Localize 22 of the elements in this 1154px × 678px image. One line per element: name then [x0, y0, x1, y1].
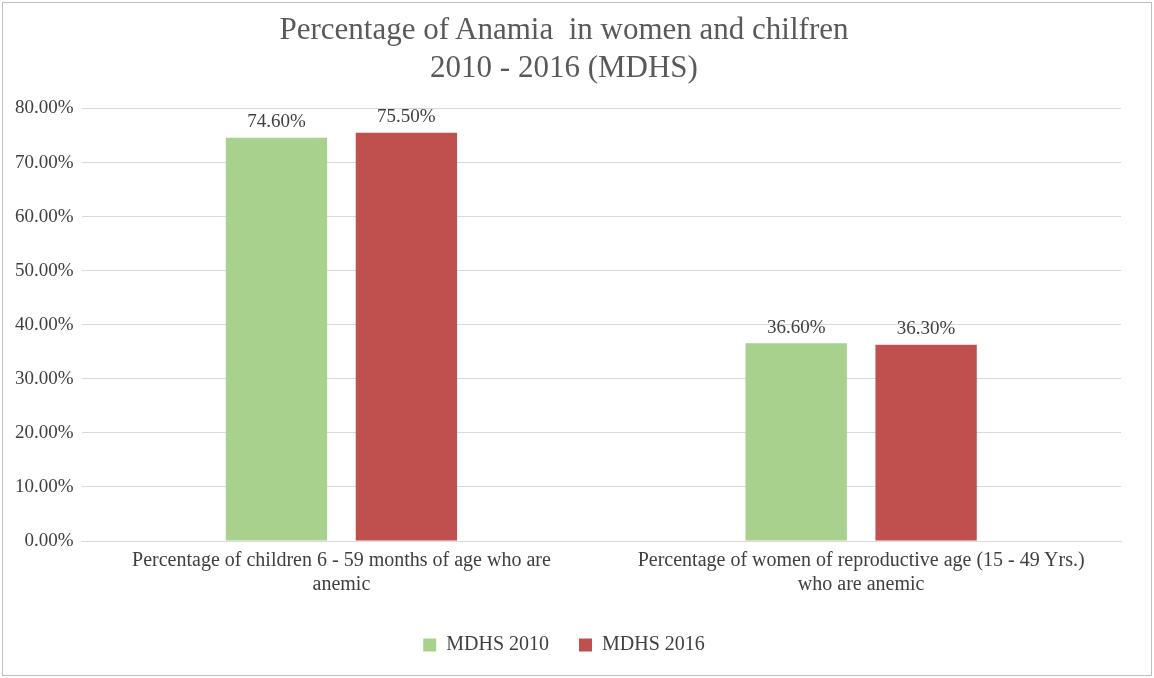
data-label: 36.30%	[896, 317, 956, 339]
bar	[745, 343, 847, 541]
bar	[225, 137, 328, 541]
y-tick-label: 0.00%	[24, 528, 74, 550]
y-tick-label: 50.00%	[15, 258, 74, 280]
y-tick-label: 60.00%	[15, 204, 74, 226]
y-tick-label: 30.00%	[15, 366, 74, 388]
y-tick-label: 20.00%	[15, 420, 74, 442]
chart-title: Percentage of Anamia in women and chilfren 2010 - 2016 (MDHS)	[279, 10, 849, 85]
bar	[875, 344, 977, 541]
data-label: 75.50%	[377, 105, 436, 127]
legend-label: MDHS 2016	[602, 632, 705, 655]
x-tick-label: Percentage of children 6 - 59 months of age who are anemic	[132, 548, 551, 595]
data-label: 36.60%	[766, 315, 826, 337]
y-tick-label: 70.00%	[15, 150, 74, 172]
y-tick-label: 80.00%	[15, 96, 74, 118]
y-tick-label: 40.00%	[15, 312, 74, 334]
bar	[355, 132, 458, 541]
y-tick-label: 10.00%	[15, 474, 74, 496]
data-label: 74.60%	[247, 110, 306, 132]
legend-label: MDHS 2010	[446, 632, 549, 655]
x-tick-label: Percentage of women of reproductive age (15 - 49 Yrs.) who are anemic	[637, 548, 1085, 595]
